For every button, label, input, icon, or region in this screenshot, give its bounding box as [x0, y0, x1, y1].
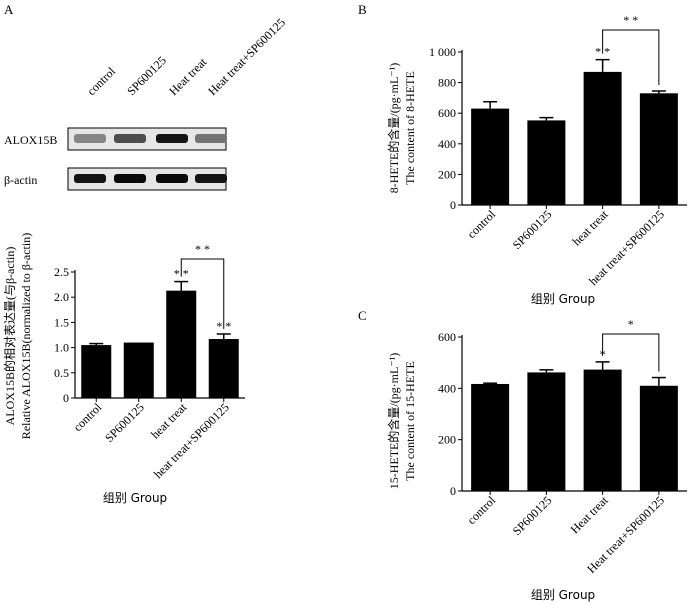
y-tick-label: 2.5: [54, 265, 69, 279]
x-axis-title: 组别 Group: [103, 491, 167, 505]
x-tick-label: heat treat: [570, 207, 612, 249]
x-tick-label: heat treat: [148, 400, 190, 442]
y-tick-label: 600: [438, 330, 456, 344]
y-tick-label: 2.0: [54, 290, 69, 304]
x-tick-label: SP600125: [510, 207, 555, 252]
blot-band: [195, 134, 227, 143]
y-tick-label: 200: [438, 433, 456, 447]
blot-lane-label: Heat treat+SP600125: [205, 15, 288, 98]
x-tick-label: control: [464, 493, 498, 527]
bar: [166, 290, 197, 398]
comparison-bracket: [180, 258, 225, 329]
y-tick-label: 1.0: [54, 341, 69, 355]
y-axis-title-cn: ALOX15B的相对表达量(与β-actin): [2, 247, 17, 426]
y-tick-label: 0: [63, 391, 69, 405]
bar: [527, 372, 566, 491]
panel-label-c: C: [358, 308, 367, 323]
bracket-significance: *: [628, 317, 634, 331]
chart-panel-b: 0 200 400 600 800 1 000 control SP600125 * * heat…: [386, 13, 687, 306]
panel-label-a: A: [4, 2, 14, 17]
bar: [639, 385, 678, 491]
blot-band: [74, 134, 106, 143]
x-tick-label: SP600125: [510, 493, 555, 538]
bar: [471, 108, 510, 205]
blot-lane-label: SP600125: [124, 53, 169, 98]
blot-band: [114, 134, 146, 143]
y-tick-label: 800: [438, 76, 456, 90]
y-tick-label: 400: [438, 137, 456, 151]
blot-band: [156, 174, 188, 183]
x-tick-label: heat treat+SP600125: [151, 400, 232, 481]
bar: [123, 342, 154, 398]
x-axis-title: 组别 Group: [531, 588, 595, 602]
bar: [583, 369, 622, 491]
y-axis-title-cn: 15-HETE的含量/(pg·mL⁻¹): [386, 353, 401, 490]
y-axis-title-en: The content of 8-HETE: [403, 71, 417, 185]
x-tick-label: Heat treat: [568, 493, 612, 537]
bar: [81, 345, 112, 398]
x-tick-label: control: [70, 400, 104, 434]
bar: [583, 71, 622, 205]
y-tick-label: 1.5: [54, 315, 69, 329]
y-tick-label: 1 000: [429, 45, 456, 59]
y-tick-label: 200: [438, 167, 456, 181]
comparison-bracket: [602, 29, 660, 86]
x-axis-title: 组别 Group: [531, 292, 595, 306]
panel-label-b: B: [358, 2, 367, 17]
y-tick-label: 0.5: [54, 366, 69, 380]
y-axis-title-en: Relative ALOX15B(normalized to β-actin): [19, 233, 33, 439]
x-tick-label: SP600125: [102, 400, 147, 445]
y-tick-label: 0: [450, 198, 456, 212]
y-tick-label: 600: [438, 106, 456, 120]
y-tick-label: 400: [438, 381, 456, 395]
blot-lane-label: Heat treat: [166, 55, 210, 99]
blot-row-label: β-actin: [4, 173, 37, 187]
bar: [471, 383, 510, 491]
blot-lane-label: control: [84, 64, 118, 98]
comparison-bracket: [602, 333, 660, 372]
blot-band: [74, 174, 106, 183]
blot-band: [114, 174, 146, 183]
bar: [527, 120, 566, 205]
bracket-significance: * *: [623, 13, 638, 27]
y-tick-label: 0: [450, 484, 456, 498]
y-axis-title-en: The content of 15-HETE: [403, 361, 417, 481]
bracket-significance: * *: [195, 242, 210, 256]
blot-band: [156, 134, 188, 143]
y-axis-title-cn: 8-HETE的含量/(pg·mL⁻¹): [386, 63, 401, 194]
bar: [208, 339, 239, 398]
bar: [639, 93, 678, 205]
x-tick-label: control: [464, 207, 498, 241]
blot-band: [195, 174, 227, 183]
blot-row-label: ALOX15B: [4, 133, 57, 147]
